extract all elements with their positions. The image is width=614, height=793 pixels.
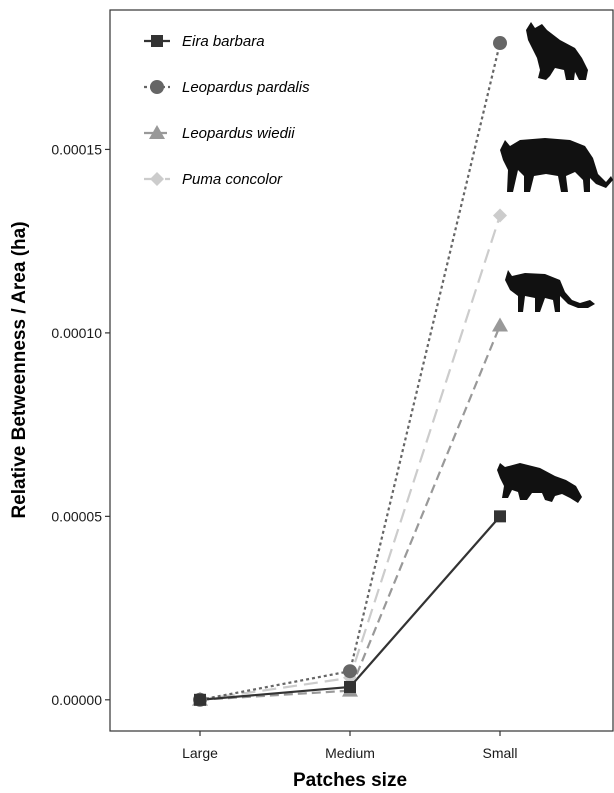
x-tick-label: Small xyxy=(482,745,517,761)
y-tick-label: 0.00010 xyxy=(51,325,102,341)
data-point xyxy=(343,664,357,679)
legend-label: Leopardus wiedii xyxy=(182,125,295,142)
y-tick-label: 0.00000 xyxy=(51,692,102,708)
margay-icon xyxy=(505,270,595,312)
x-axis-title: Patches size xyxy=(293,770,407,791)
data-point xyxy=(493,208,507,223)
legend-label: Puma concolor xyxy=(182,171,283,188)
y-axis: 0.00000 0.00005 0.00010 0.00015 xyxy=(51,141,110,708)
y-tick-label: 0.00015 xyxy=(51,141,102,157)
data-point xyxy=(194,693,206,706)
x-axis: Large Medium Small xyxy=(182,731,518,761)
ocelot-icon xyxy=(526,22,588,80)
legend-label: Leopardus pardalis xyxy=(182,79,310,96)
data-point xyxy=(344,680,356,693)
tayra-icon xyxy=(497,463,582,503)
data-point xyxy=(493,36,507,51)
legend-label: Eira barbara xyxy=(182,33,265,50)
legend-key-marker xyxy=(151,35,163,47)
series-line xyxy=(199,325,502,701)
y-axis-title: Relative Betweenness / Area (ha) xyxy=(9,221,30,518)
x-tick-label: Large xyxy=(182,745,218,761)
legend: Eira barbara Leopardus pardalis Leopardus … xyxy=(144,33,310,188)
puma-icon xyxy=(500,138,613,192)
legend-key-marker xyxy=(149,125,165,139)
plot-panel xyxy=(109,9,614,732)
x-tick-label: Medium xyxy=(325,745,375,761)
y-tick-label: 0.00005 xyxy=(51,508,102,524)
data-point xyxy=(494,510,506,523)
series-points xyxy=(192,36,508,707)
data-point xyxy=(492,317,508,332)
legend-key-marker xyxy=(150,172,164,186)
legend-key-marker xyxy=(150,80,164,94)
